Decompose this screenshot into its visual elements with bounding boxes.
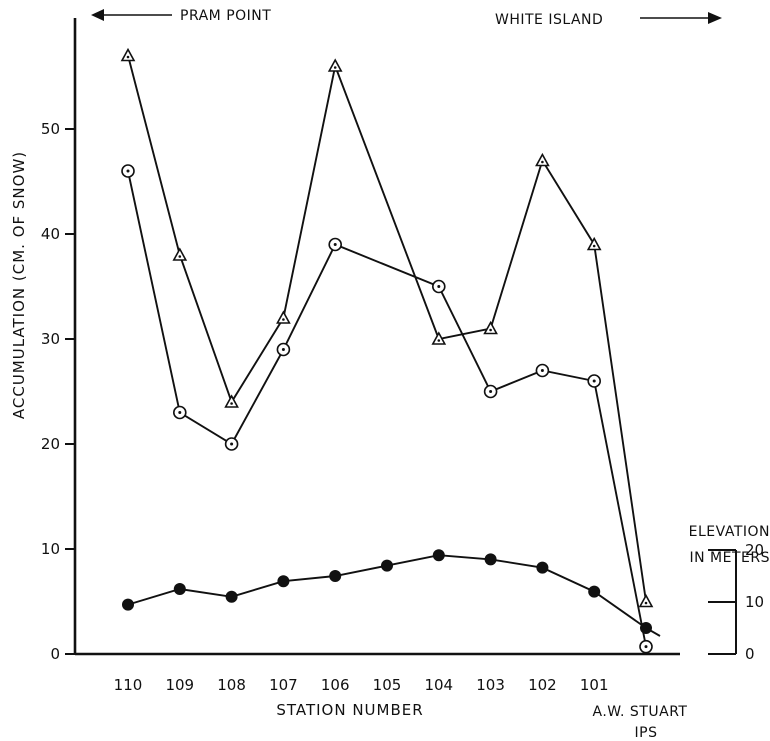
direction-left-label: PRAM POINT: [180, 8, 271, 24]
point-marker-circle-dot: [592, 379, 596, 383]
point-marker-circle-dot: [333, 243, 337, 246]
x-tick-label: 101: [580, 676, 609, 694]
y-tick-label: 40: [41, 225, 60, 243]
x-tick-label: 107: [269, 676, 298, 694]
point-marker-circle-dot: [644, 645, 648, 649]
end-station-label-line1: A.W. STUART: [593, 704, 688, 720]
point-marker-filled: [432, 549, 445, 562]
point-marker-filled: [225, 590, 238, 603]
series-line-dotted-circle: [127, 170, 647, 647]
secondary-axis-title-line1: ELEVATION: [689, 524, 770, 540]
point-marker-circle-dot: [230, 442, 234, 446]
x-tick-label: 103: [476, 676, 505, 694]
point-marker-triangle-dot: [333, 66, 337, 69]
point-marker-circle-dot: [178, 411, 182, 414]
point-marker-filled: [329, 570, 342, 582]
point-marker-triangle-dot: [178, 255, 182, 258]
direction-right-label: WHITE ISLAND: [495, 12, 603, 28]
point-marker-triangle-dot: [437, 339, 441, 342]
x-tick-label: 109: [165, 676, 194, 694]
left-arrowhead: [91, 9, 104, 21]
point-marker-circle-dot: [437, 285, 441, 288]
y-tick-label: 0: [50, 645, 60, 663]
point-marker-triangle-dot: [644, 601, 648, 605]
point-marker-circle-dot: [540, 369, 544, 372]
secondary-axis-title-line2: IN METERS: [690, 550, 770, 566]
point-marker-triangle: [638, 593, 654, 608]
point-marker-triangle: [535, 152, 550, 167]
point-marker-filled: [588, 585, 601, 598]
point-marker-circle-dot: [126, 169, 130, 173]
point-marker-circle-dot: [281, 348, 285, 351]
series-line-triangle: [127, 55, 647, 602]
y-tick-label: 30: [41, 330, 60, 348]
point-marker-filled: [277, 575, 290, 588]
point-marker-triangle-dot: [592, 244, 596, 248]
secondary-tick-label: 20: [745, 541, 764, 559]
point-marker-filled: [484, 553, 497, 566]
x-tick-label: 102: [528, 676, 557, 694]
point-marker-triangle-dot: [126, 55, 130, 59]
point-marker-triangle: [431, 331, 447, 345]
x-tick-label: 105: [373, 676, 402, 694]
point-marker-triangle: [483, 320, 498, 335]
point-marker-triangle: [276, 310, 291, 324]
y-tick-label: 10: [41, 540, 60, 558]
point-marker-triangle-dot: [282, 318, 285, 321]
x-tick-label: 104: [424, 676, 453, 694]
point-marker-filled: [640, 622, 652, 634]
point-marker-triangle-dot: [489, 328, 492, 332]
point-marker-triangle-dot: [541, 160, 544, 164]
point-marker-triangle: [120, 47, 136, 62]
point-marker-filled: [122, 598, 134, 611]
point-marker-triangle: [224, 394, 239, 408]
x-tick-label: 108: [217, 676, 246, 694]
point-marker-filled: [173, 583, 186, 595]
point-marker-triangle: [586, 236, 602, 251]
series-line-filled-circle: [127, 554, 661, 637]
x-tick-label: 110: [114, 676, 143, 694]
secondary-tick-label: 10: [745, 593, 764, 611]
point-marker-triangle-dot: [230, 402, 233, 405]
series-layer: [120, 47, 661, 654]
point-marker-filled: [381, 559, 393, 572]
axes: 0 10 20 30 40 50 110 109 108 107 106 105 104 103 102 10…: [41, 9, 764, 694]
y-axis-title: ACCUMULATION (CM. OF SNOW): [10, 151, 28, 419]
point-marker-circle-dot: [489, 390, 493, 393]
end-station-label-line2: IPS: [635, 725, 658, 741]
labels: STATION NUMBER ACCUMULATION (CM. OF SNOW…: [10, 8, 770, 741]
x-tick-label: 106: [321, 676, 350, 694]
right-arrowhead: [708, 12, 722, 24]
y-tick-label: 50: [41, 120, 60, 138]
point-marker-filled: [536, 561, 549, 574]
x-axis-title: STATION NUMBER: [276, 701, 423, 719]
point-marker-triangle: [327, 58, 343, 72]
y-tick-label: 20: [41, 435, 60, 453]
point-marker-triangle: [172, 247, 188, 261]
secondary-tick-label: 0: [745, 645, 755, 663]
